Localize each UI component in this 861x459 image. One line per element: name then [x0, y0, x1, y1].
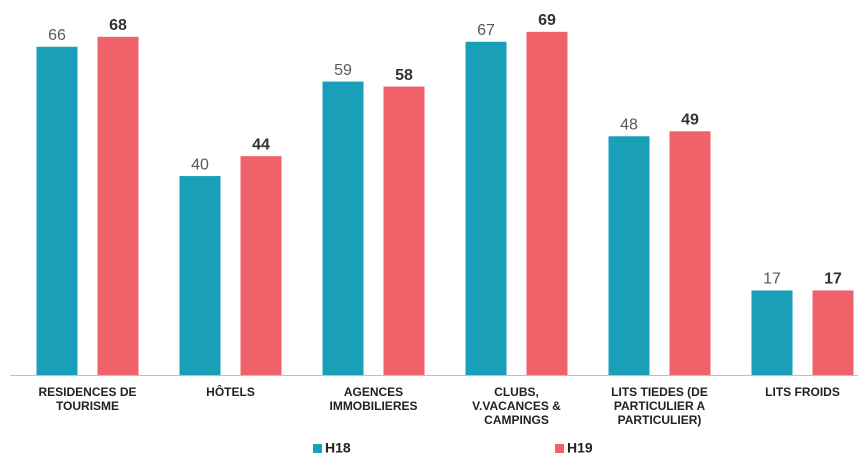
x-tick-label: LITS FROIDS [765, 385, 840, 399]
x-tick-label: HÔTELS [206, 384, 255, 399]
value-label: 67 [477, 22, 495, 39]
value-label: 59 [334, 62, 352, 79]
legend-label: H19 [567, 440, 593, 456]
value-label: 49 [681, 112, 699, 129]
value-label: 44 [252, 136, 270, 153]
value-label: 69 [538, 12, 556, 29]
value-label: 40 [191, 156, 209, 173]
bar [812, 290, 854, 375]
bar [240, 156, 282, 375]
bar [322, 81, 364, 375]
value-label: 17 [763, 271, 781, 288]
bar [465, 41, 507, 375]
bar [608, 136, 650, 375]
bar [669, 131, 711, 375]
bar [179, 176, 221, 375]
value-label: 48 [620, 116, 638, 133]
bar [751, 290, 793, 375]
bar [383, 86, 425, 376]
bar [97, 36, 139, 376]
x-tick-label: AGENCES IMMOBILIERES [329, 385, 417, 413]
legend-swatch [555, 444, 564, 453]
bar [526, 31, 568, 376]
value-label: 68 [109, 17, 127, 34]
legend-swatch [313, 444, 322, 453]
value-label: 66 [48, 27, 66, 44]
x-tick-label: RESIDENCES DE TOURISME [38, 385, 136, 413]
value-label: 58 [395, 67, 413, 84]
value-label: 17 [824, 271, 842, 288]
x-tick-label: LITS TIEDES (DE PARTICULIER A PARTICULIER) [611, 385, 708, 427]
x-tick-label: CLUBS, V.VACANCES & CAMPINGS [472, 385, 561, 427]
bar [36, 46, 78, 375]
legend-label: H18 [325, 440, 351, 456]
